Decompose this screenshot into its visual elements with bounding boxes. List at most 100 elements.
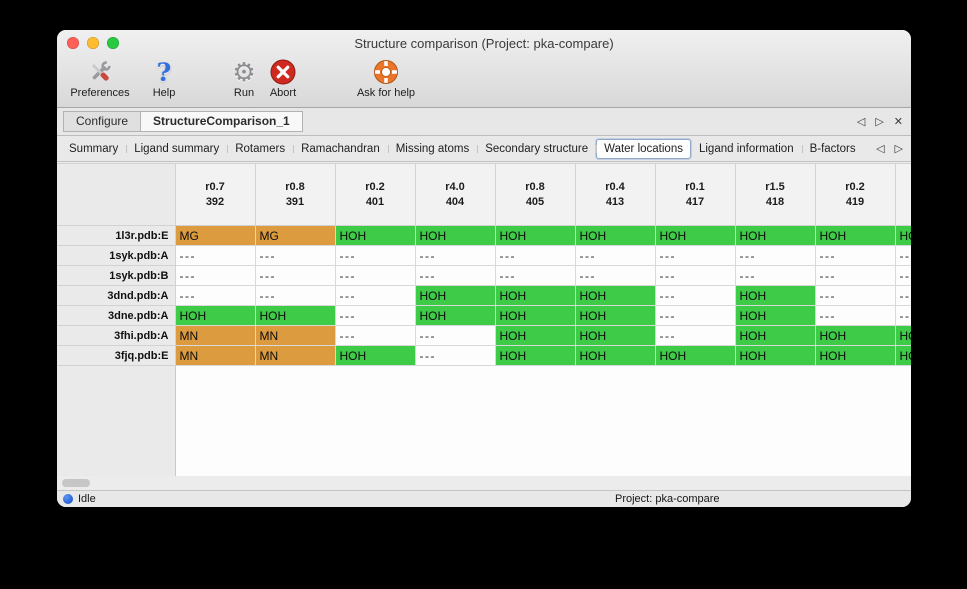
cell-none[interactable]: --- [894, 305, 911, 326]
cell-none[interactable]: --- [654, 325, 736, 346]
cell-none[interactable]: --- [254, 265, 336, 286]
row-label[interactable]: 1syk.pdb:B [57, 265, 176, 286]
cell-none[interactable]: --- [334, 245, 416, 266]
abort-button[interactable]: Abort [265, 57, 301, 99]
zoom-window-button[interactable] [107, 37, 119, 49]
cell-water[interactable]: HOH [894, 325, 911, 346]
column-header[interactable]: r4.0 404 [414, 163, 496, 226]
cell-none[interactable]: --- [494, 265, 576, 286]
column-header[interactable]: r0.2 401 [334, 163, 416, 226]
cell-water[interactable]: HOH [334, 225, 416, 246]
cell-water[interactable]: HOH [414, 285, 496, 306]
cell-none[interactable]: --- [734, 245, 816, 266]
cell-water[interactable]: HOH [494, 225, 576, 246]
cell-none[interactable]: --- [414, 325, 496, 346]
row-label[interactable]: 1syk.pdb:A [57, 245, 176, 266]
cell-none[interactable]: --- [654, 285, 736, 306]
cell-water[interactable]: HOH [814, 325, 896, 346]
cell-water[interactable]: HOH [734, 345, 816, 366]
cell-water[interactable]: HOH [414, 225, 496, 246]
column-header[interactable] [894, 163, 911, 226]
column-header[interactable]: r0.2 419 [814, 163, 896, 226]
cell-water[interactable]: HOH [574, 325, 656, 346]
cell-water[interactable]: HOH [654, 225, 736, 246]
cell-none[interactable]: --- [414, 265, 496, 286]
tab-rotamers[interactable]: Rotamers [227, 139, 293, 159]
tab-structurecomparison-1[interactable]: StructureComparison_1 [141, 111, 303, 132]
cell-water[interactable]: HOH [494, 305, 576, 326]
cell-none[interactable]: --- [334, 305, 416, 326]
cell-none[interactable]: --- [334, 285, 416, 306]
cell-none[interactable]: --- [174, 245, 256, 266]
tab-configure[interactable]: Configure [63, 111, 142, 132]
cell-water[interactable]: HOH [734, 305, 816, 326]
subtab-scroll-right-icon[interactable]: ▷ [894, 143, 903, 155]
tab-b-factors[interactable]: B-factors [801, 139, 864, 159]
cell-water[interactable]: HOH [734, 325, 816, 346]
cell-metal[interactable]: MG [174, 225, 256, 246]
cell-none[interactable]: --- [334, 325, 416, 346]
tab-water-locations[interactable]: Water locations [596, 138, 691, 159]
scrollbar-thumb[interactable] [62, 479, 90, 487]
horizontal-scrollbar[interactable] [57, 476, 911, 490]
run-button[interactable]: ⚙ Run [229, 57, 259, 99]
cell-water[interactable]: HOH [574, 345, 656, 366]
column-header[interactable]: r0.7 392 [174, 163, 256, 226]
tab-scroll-right-icon[interactable]: ▷ [875, 116, 884, 128]
minimize-window-button[interactable] [87, 37, 99, 49]
cell-water[interactable]: HOH [734, 285, 816, 306]
cell-none[interactable]: --- [414, 245, 496, 266]
row-label[interactable]: 3dne.pdb:A [57, 305, 176, 326]
tab-ligand-information[interactable]: Ligand information [698, 142, 794, 155]
cell-none[interactable]: --- [574, 265, 656, 286]
cell-water[interactable]: HOH [894, 225, 911, 246]
cell-water[interactable]: HOH [494, 285, 576, 306]
cell-none[interactable]: --- [414, 345, 496, 366]
close-window-button[interactable] [67, 37, 79, 49]
cell-water[interactable]: HOH [574, 305, 656, 326]
cell-none[interactable]: --- [174, 285, 256, 306]
cell-water[interactable]: HOH [254, 305, 336, 326]
cell-none[interactable]: --- [254, 285, 336, 306]
cell-water[interactable]: HOH [654, 345, 736, 366]
column-header[interactable]: r0.1 417 [654, 163, 736, 226]
cell-none[interactable]: --- [814, 265, 896, 286]
tab-ramachandran[interactable]: Ramachandran [293, 139, 388, 159]
tab-missing-atoms[interactable]: Missing atoms [387, 139, 478, 159]
row-label[interactable]: 3dnd.pdb:A [57, 285, 176, 306]
row-label[interactable]: 3fjq.pdb:E [57, 345, 176, 366]
column-header[interactable]: r0.8 405 [494, 163, 576, 226]
cell-none[interactable]: --- [894, 285, 911, 306]
tab-ligand-summary[interactable]: Ligand summary [126, 139, 227, 159]
preferences-button[interactable]: Preferences [65, 57, 135, 99]
cell-none[interactable]: --- [174, 265, 256, 286]
column-header[interactable]: r1.5 418 [734, 163, 816, 226]
cell-water[interactable]: HOH [494, 345, 576, 366]
cell-none[interactable]: --- [894, 265, 911, 286]
cell-metal[interactable]: MG [254, 225, 336, 246]
cell-water[interactable]: HOH [814, 345, 896, 366]
subtab-scroll-left-icon[interactable]: ◁ [876, 143, 885, 155]
tab-close-icon[interactable]: ✕ [893, 116, 903, 128]
cell-water[interactable]: HOH [734, 225, 816, 246]
cell-water[interactable]: HOH [334, 345, 416, 366]
cell-none[interactable]: --- [814, 305, 896, 326]
tab-summary[interactable]: Summary [69, 142, 119, 155]
cell-water[interactable]: HOH [494, 325, 576, 346]
cell-metal[interactable]: MN [174, 325, 256, 346]
cell-none[interactable]: --- [334, 265, 416, 286]
row-label[interactable]: 1l3r.pdb:E [57, 225, 176, 246]
row-label[interactable]: 3fhi.pdb:A [57, 325, 176, 346]
cell-water[interactable]: HOH [574, 225, 656, 246]
ask-for-help-button[interactable]: Ask for help [349, 57, 423, 99]
cell-water[interactable]: HOH [814, 225, 896, 246]
cell-none[interactable]: --- [654, 265, 736, 286]
column-header[interactable]: r0.8 391 [254, 163, 336, 226]
tab-secondary-structure[interactable]: Secondary structure [477, 139, 596, 159]
cell-metal[interactable]: MN [174, 345, 256, 366]
cell-metal[interactable]: MN [254, 325, 336, 346]
cell-none[interactable]: --- [814, 245, 896, 266]
cell-none[interactable]: --- [494, 245, 576, 266]
cell-none[interactable]: --- [734, 265, 816, 286]
cell-metal[interactable]: MN [254, 345, 336, 366]
